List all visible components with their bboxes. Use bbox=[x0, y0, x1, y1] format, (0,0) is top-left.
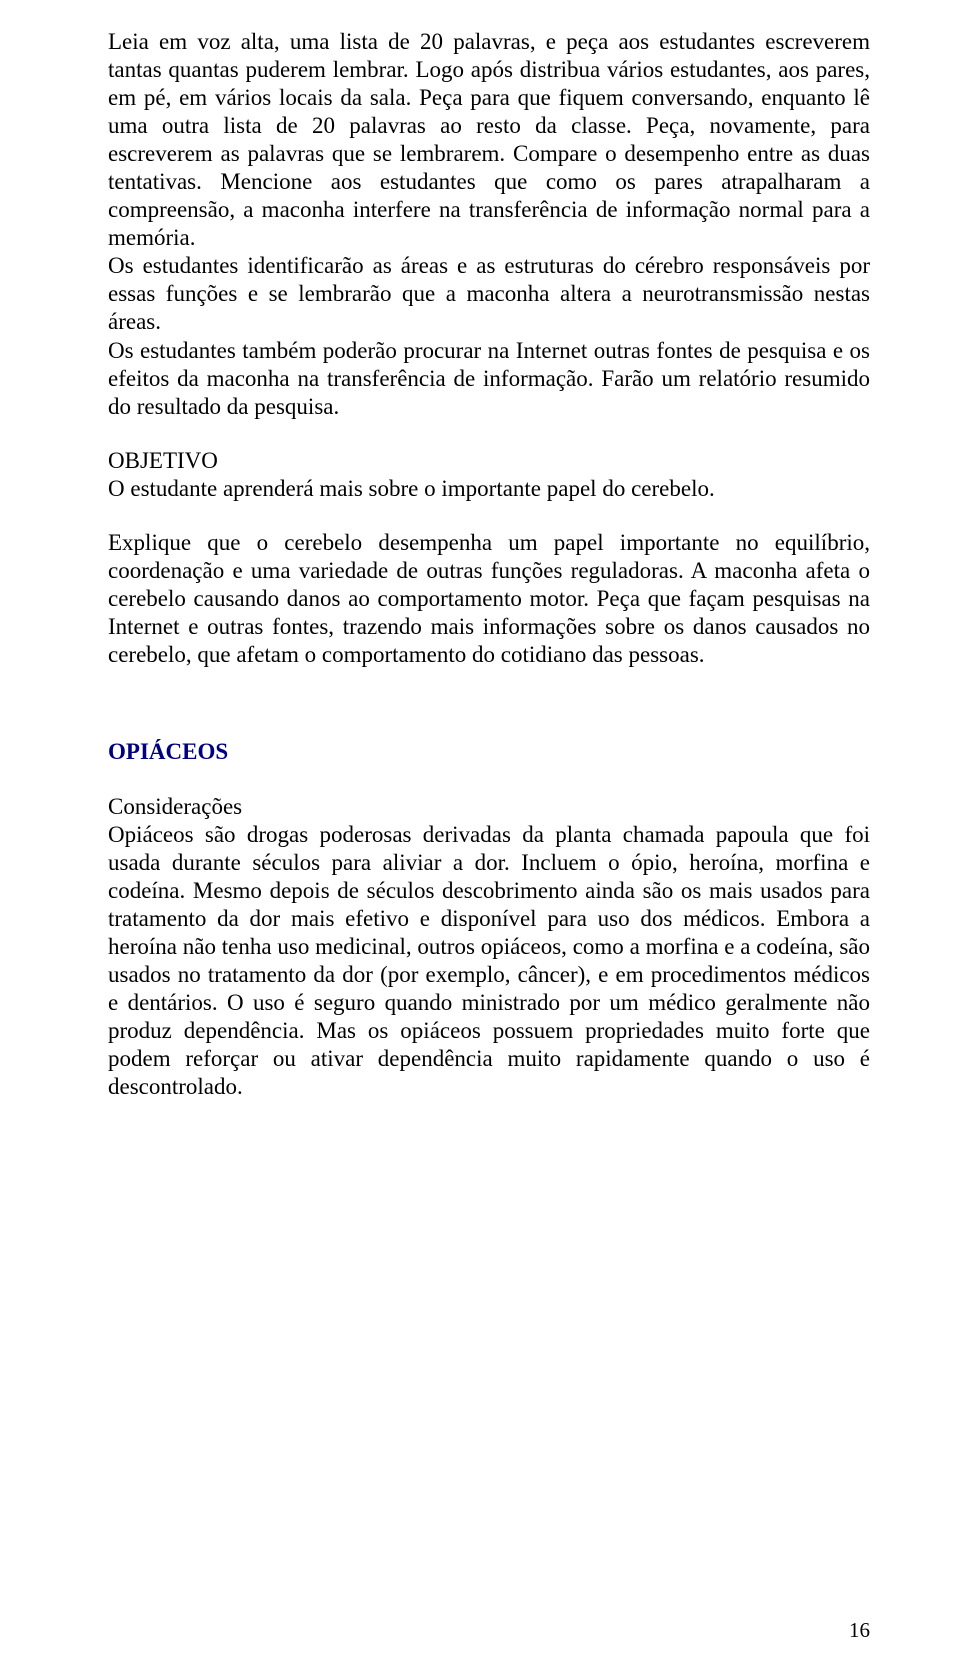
paragraph-4: Explique que o cerebelo desempenha um pa… bbox=[108, 529, 870, 669]
paragraph-2: Os estudantes identificarão as áreas e a… bbox=[108, 252, 870, 336]
section-title-opiaceos: OPIÁCEOS bbox=[108, 739, 870, 765]
paragraph-1: Leia em voz alta, uma lista de 20 palavr… bbox=[108, 28, 870, 252]
objetivo-heading: OBJETIVO bbox=[108, 447, 870, 475]
page-number: 16 bbox=[849, 1618, 870, 1643]
consideracoes-heading: Considerações bbox=[108, 793, 870, 821]
paragraph-3: Os estudantes também poderão procurar na… bbox=[108, 337, 870, 421]
paragraph-5: Opiáceos são drogas poderosas derivadas … bbox=[108, 821, 870, 1101]
objetivo-text: O estudante aprenderá mais sobre o impor… bbox=[108, 475, 870, 503]
